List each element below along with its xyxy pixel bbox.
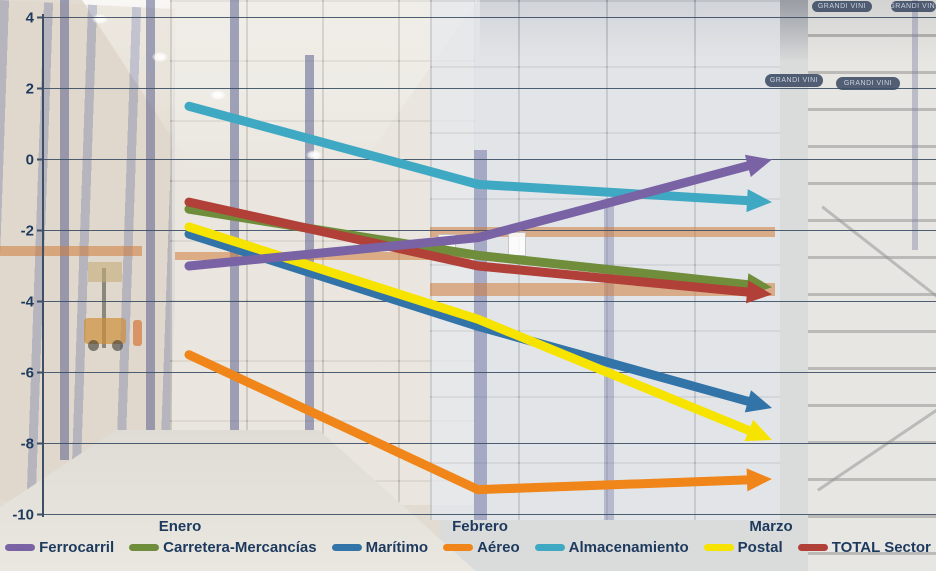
ceiling-light: [306, 150, 322, 160]
legend: Ferrocarril Carretera-Mercancías Marítim…: [0, 539, 936, 556]
legend-swatch-carretera-mercancias: [129, 544, 160, 551]
rack-upright: [230, 0, 239, 445]
y-axis-tick-label: -8: [21, 436, 34, 453]
legend-item-aereo: Aéreo: [443, 539, 520, 556]
legend-label: Carretera-Mercancías: [163, 539, 317, 556]
rack-upright: [146, 0, 155, 430]
series-line-Marítimo: [184, 229, 753, 406]
warehouse-worker: [133, 320, 142, 346]
y-axis-tick-label: -10: [12, 507, 34, 524]
orange-rack-beam: [430, 227, 775, 237]
rack-upright: [912, 0, 918, 250]
legend-swatch-total-sector: [797, 544, 828, 551]
legend-swatch-maritimo: [331, 544, 362, 551]
far-right-shelves: [808, 0, 936, 571]
y-axis-tick-label: 0: [26, 152, 34, 169]
grandi-vini-box-label: GRANDI VINI: [836, 77, 900, 90]
y-axis-tick-label: -2: [21, 223, 34, 240]
series-arrowhead-Ferrocarril: [744, 154, 772, 177]
y-axis-tick-label: 2: [26, 81, 34, 98]
y-axis-tick-label: -6: [21, 365, 34, 382]
forklift-load: [88, 262, 122, 282]
series-line-TOTAL Sector: [184, 197, 752, 297]
ceiling-light: [210, 90, 226, 100]
legend-label: Aéreo: [477, 539, 520, 556]
series-arrowhead-Marítimo: [744, 390, 772, 413]
forklift-wheel: [88, 340, 99, 351]
legend-item-total-sector: TOTAL Sector: [797, 539, 931, 556]
grandi-vini-box-label: GRANDI VINI: [812, 1, 872, 12]
forklift-mast: [102, 268, 106, 348]
grandi-vini-box-label: GRANDI VINI: [765, 74, 823, 87]
legend-label: Almacenamiento: [568, 539, 689, 556]
orange-rack-beam: [0, 246, 142, 256]
legend-swatch-almacenamiento: [534, 544, 565, 551]
forklift-body: [84, 318, 126, 344]
x-axis-label-marzo: Marzo: [749, 518, 793, 535]
series-line-Ferrocarril: [184, 161, 753, 271]
legend-swatch-aereo: [443, 544, 474, 551]
series-arrowhead-Postal: [744, 419, 772, 442]
y-axis-tick-label: -4: [21, 294, 35, 311]
series-arrowhead-Almacenamiento: [746, 189, 772, 213]
legend-label: Ferrocarril: [39, 539, 115, 556]
ceiling-light: [92, 14, 108, 24]
legend-item-carretera-mercancias: Carretera-Mercancías: [129, 539, 317, 556]
legend-label: Marítimo: [365, 539, 429, 556]
legend-label: TOTAL Sector: [831, 539, 931, 556]
series-line-Aéreo: [184, 350, 752, 495]
rack-upright: [474, 150, 487, 520]
x-axis-label-febrero: Febrero: [452, 518, 508, 535]
x-axis-label-enero: Enero: [158, 518, 202, 535]
legend-item-ferrocarril: Ferrocarril: [5, 539, 114, 556]
series-arrowhead-TOTAL Sector: [746, 280, 772, 304]
series-arrowhead-Aéreo: [746, 468, 772, 492]
legend-item-postal: Postal: [703, 539, 783, 556]
grandi-vini-box-label: GRANDI VINI: [891, 1, 936, 12]
y-axis-tick-label: 4: [26, 10, 35, 27]
forklift-wheel: [112, 340, 123, 351]
legend-item-maritimo: Marítimo: [331, 539, 429, 556]
legend-item-almacenamiento: Almacenamiento: [534, 539, 689, 556]
series-line-Almacenamiento: [184, 101, 752, 206]
ceiling-light: [152, 52, 168, 62]
legend-label: Postal: [737, 539, 783, 556]
legend-swatch-ferrocarril: [5, 544, 36, 551]
legend-swatch-postal: [703, 544, 734, 551]
